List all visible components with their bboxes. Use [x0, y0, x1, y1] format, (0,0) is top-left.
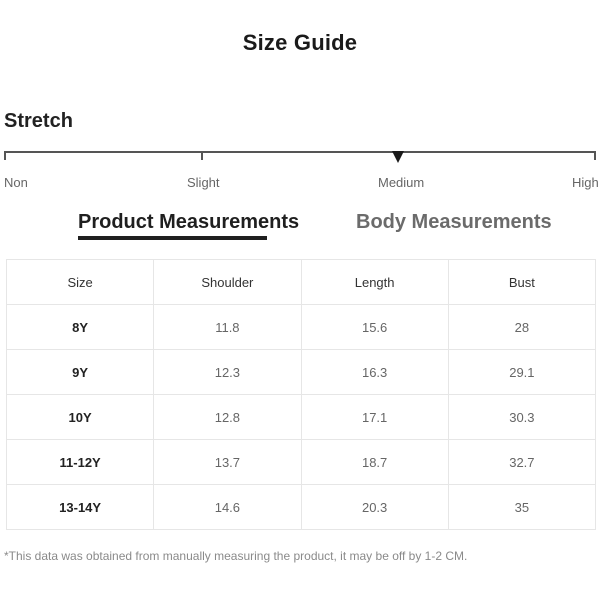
length-cell: 15.6 — [300, 304, 449, 350]
stretch-selected-marker-icon — [392, 151, 404, 163]
length-cell: 17.1 — [300, 394, 449, 440]
stretch-tick-non — [4, 151, 6, 160]
measurement-footnote: *This data was obtained from manually me… — [4, 549, 468, 563]
shoulder-cell: 12.3 — [153, 349, 302, 395]
table-row: 10Y 12.8 17.1 30.3 — [5, 394, 597, 440]
size-cell: 9Y — [5, 349, 155, 395]
shoulder-cell: 12.8 — [153, 394, 302, 440]
stretch-label-slight: Slight — [187, 175, 220, 190]
header-size: Size — [5, 259, 155, 305]
length-cell: 20.3 — [300, 484, 449, 530]
stretch-heading: Stretch — [4, 110, 73, 132]
shoulder-cell: 14.6 — [153, 484, 302, 530]
page-title: Size Guide — [242, 30, 358, 55]
size-cell: 8Y — [5, 304, 155, 350]
stretch-tick-high — [594, 151, 596, 160]
shoulder-cell: 13.7 — [153, 439, 302, 485]
length-cell: 16.3 — [300, 349, 449, 395]
bust-cell: 30.3 — [447, 394, 597, 440]
tab-body-measurements[interactable]: Body Measurements — [356, 211, 552, 233]
table-row: 11-12Y 13.7 18.7 32.7 — [5, 439, 597, 485]
header-bust: Bust — [447, 259, 597, 305]
header-shoulder: Shoulder — [153, 259, 302, 305]
bust-cell: 29.1 — [447, 349, 597, 395]
tab-product-measurements[interactable]: Product Measurements — [78, 211, 300, 233]
stretch-label-non: Non — [4, 175, 28, 190]
bust-cell: 35 — [447, 484, 597, 530]
stretch-scale — [4, 151, 596, 163]
table-row: 9Y 12.3 16.3 29.1 — [5, 349, 597, 395]
tab-active-underline — [78, 236, 267, 240]
bust-cell: 32.7 — [447, 439, 597, 485]
stretch-tick-slight — [201, 151, 203, 160]
size-cell: 11-12Y — [5, 439, 155, 485]
length-cell: 18.7 — [300, 439, 449, 485]
header-length: Length — [300, 259, 449, 305]
table-row: 8Y 11.8 15.6 28 — [5, 304, 597, 350]
size-cell: 13-14Y — [5, 484, 155, 530]
shoulder-cell: 11.8 — [153, 304, 302, 350]
stretch-label-high: High — [572, 175, 599, 190]
stretch-label-medium: Medium — [378, 175, 425, 190]
bust-cell: 28 — [447, 304, 597, 350]
table-header-row: Size Shoulder Length Bust — [5, 259, 597, 305]
size-cell: 10Y — [5, 394, 155, 440]
size-table: Size Shoulder Length Bust 8Y 11.8 15.6 2… — [5, 259, 597, 530]
stretch-scale-line — [4, 151, 596, 153]
table-row: 13-14Y 14.6 20.3 35 — [5, 484, 597, 530]
